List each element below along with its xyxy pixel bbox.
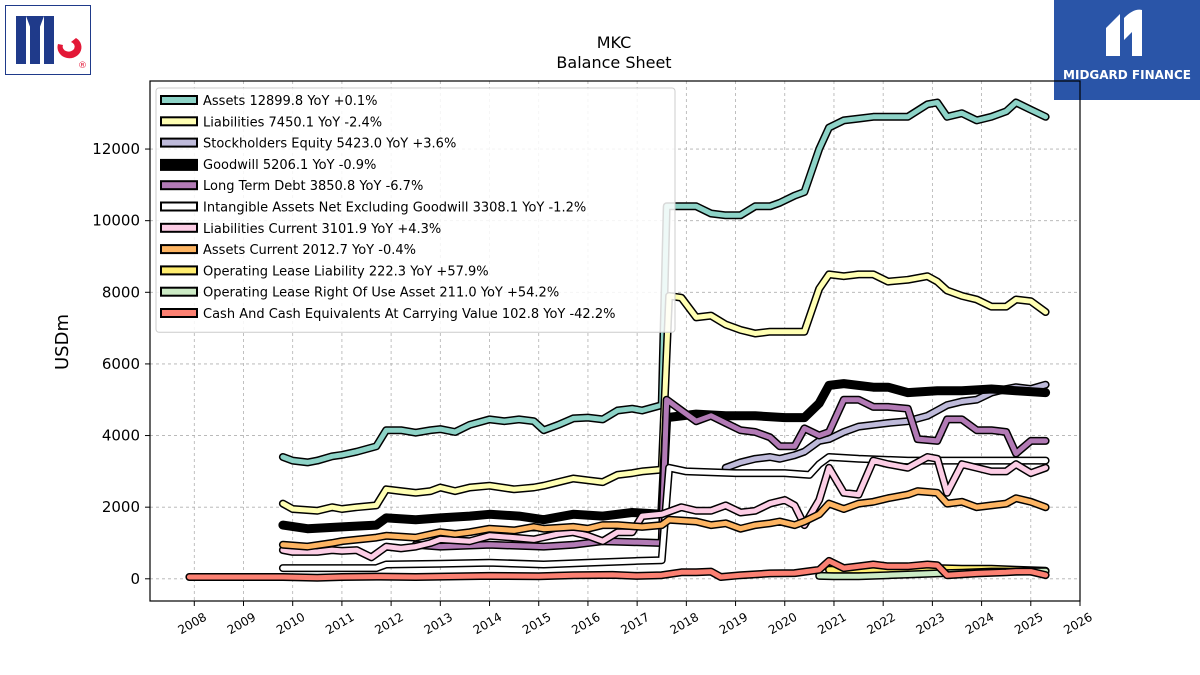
x-tick-label: 2025 — [1012, 610, 1045, 637]
midgard-shield-icon — [1106, 9, 1142, 56]
midgard-finance-logo: MIDGARD FINANCE — [1054, 0, 1200, 100]
x-tick-label: 2014 — [471, 610, 504, 637]
x-tick-label: 2013 — [422, 610, 455, 637]
legend-swatch — [160, 180, 198, 191]
y-tick-label: 0 — [130, 570, 140, 588]
x-tick-label: 2021 — [815, 610, 848, 637]
x-tick-label: 2015 — [520, 610, 553, 637]
legend: Assets 12899.8 YoY +0.1% Liabilities 7450… — [155, 87, 676, 333]
y-tick-label: 6000 — [102, 355, 140, 373]
legend-box — [155, 87, 676, 333]
legend-swatch — [160, 265, 198, 276]
series-line — [413, 397, 1049, 550]
legend-swatch — [160, 95, 198, 105]
series-line-outline — [278, 379, 1051, 534]
legend-entry: Cash And Cash Equivalents At Carrying Va… — [203, 307, 615, 322]
mccormick-logo-mark: ® — [16, 16, 87, 71]
legend-entry: Assets Current 2012.7 YoY -0.4% — [203, 243, 416, 258]
x-axis: 2008 2009 2010 2011 2012 2013 2014 2015 2016 2017… — [176, 601, 1095, 637]
x-tick-label: 2011 — [323, 610, 356, 637]
x-tick-label: 2020 — [766, 610, 799, 637]
x-tick-label: 2026 — [1061, 610, 1094, 637]
legend-swatch — [160, 116, 198, 127]
series-line — [280, 488, 1049, 550]
x-tick-label: 2018 — [668, 610, 701, 637]
legend-swatch — [160, 137, 198, 148]
legend-swatch — [160, 308, 198, 318]
x-tick-label: 2017 — [618, 610, 651, 637]
legend-entry: Operating Lease Liability 222.3 YoY +57.… — [203, 264, 489, 279]
legend-entry: Liabilities 7450.1 YoY -2.4% — [203, 115, 382, 130]
y-tick-label: 12000 — [92, 140, 140, 158]
legend-swatch — [160, 244, 198, 255]
y-axis: 0 2000 4000 6000 8000 10000 12000 — [92, 140, 150, 588]
series-layer — [185, 98, 1051, 582]
legend-swatch — [160, 158, 198, 171]
x-tick-label: 2016 — [569, 610, 602, 637]
legend-entry: Assets 12899.8 YoY +0.1% — [203, 94, 378, 109]
registered-mark: ® — [78, 61, 87, 71]
series-line — [280, 454, 1049, 560]
chart-title: MKC — [597, 33, 632, 52]
x-tick-label: 2024 — [963, 610, 996, 637]
midgard-finance-wordmark: MIDGARD FINANCE — [1063, 68, 1191, 82]
legend-swatch — [160, 222, 198, 233]
mccormick-logo: ® — [5, 5, 91, 75]
x-tick-label: 2012 — [372, 610, 405, 637]
plot-frame — [149, 80, 1081, 602]
legend-entry: Liabilities Current 3101.9 YoY +4.3% — [203, 222, 441, 237]
x-tick-label: 2019 — [717, 610, 750, 637]
legend-entry: Goodwill 5206.1 YoY -0.9% — [203, 158, 376, 173]
chart-subtitle: Balance Sheet — [556, 53, 671, 72]
x-tick-label: 2023 — [914, 610, 947, 637]
x-tick-label: 2010 — [274, 610, 307, 637]
series-line — [186, 558, 1049, 581]
y-axis-label: USDm — [52, 314, 73, 370]
x-tick-label: 2009 — [225, 610, 258, 637]
y-tick-label: 2000 — [102, 498, 140, 516]
legend-entry: Long Term Debt 3850.8 YoY -6.7% — [203, 179, 423, 194]
legend-swatch — [160, 201, 198, 212]
legend-entry: Operating Lease Right Of Use Asset 211.0… — [203, 286, 559, 301]
legend-entry: Intangible Assets Net Excluding Goodwill… — [203, 201, 586, 216]
y-tick-label: 10000 — [92, 212, 140, 230]
y-tick-label: 8000 — [102, 283, 140, 301]
legend-entry: Stockholders Equity 5423.0 YoY +3.6% — [203, 137, 456, 152]
y-tick-label: 4000 — [102, 427, 140, 445]
x-tick-label: 2008 — [176, 610, 209, 637]
x-tick-label: 2022 — [864, 610, 897, 637]
legend-swatch — [160, 286, 198, 297]
